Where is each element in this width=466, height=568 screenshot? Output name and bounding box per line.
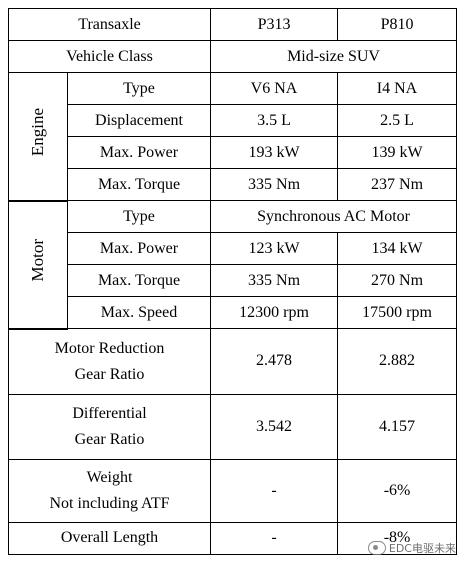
label-line: Weight [86,468,133,486]
row-label: Weight Not including ATF [7,458,212,523]
cell-p313: 3.5 L [210,104,339,137]
watermark-text: EDC电驱未来 [388,542,456,555]
header-p810: P810 [337,8,458,41]
cell-p810: 2.882 [337,328,458,395]
watermark: EDC电驱未来 [367,540,456,556]
motor-speed-row: Max. Speed 12300 rpm 17500 rpm [9,296,458,329]
engine-group-label: Engine [28,108,47,157]
cell-p810: 270 Nm [337,264,458,297]
cell-p810: 2.5 L [337,104,458,137]
cell-p810: -8% [337,521,458,555]
weight-row: Weight Not including ATF - -6% [7,458,458,523]
cell-p810: 237 Nm [337,168,458,201]
row-label: Motor Reduction Gear Ratio [7,328,212,395]
row-label: Max. Power [66,136,212,169]
overall-length-row: Overall Length - -8% [7,521,458,555]
cell-p313: 2.478 [210,328,339,395]
cell-p810: 134 kW [337,232,458,265]
cell-p810: -6% [337,458,458,523]
motor-type-value: Synchronous AC Motor [210,200,458,233]
cell-p313: 123 kW [210,232,339,265]
label-line: Motor Reduction [54,339,165,357]
label-line: Not including ATF [49,494,170,512]
cell-p313: 3.542 [210,393,339,460]
row-label: Max. Speed [66,296,212,329]
label-line: Gear Ratio [74,365,145,383]
row-label: Max. Torque [66,264,212,297]
cell-p810: 17500 rpm [337,296,458,329]
header-row: Transaxle P313 P810 [7,8,458,41]
cell-p313: 335 Nm [210,168,339,201]
row-label: Displacement [66,104,212,137]
header-transaxle: Transaxle [7,8,212,41]
motor-group-label: Motor [28,239,47,282]
vehicle-class-value: Mid-size SUV [210,40,458,73]
vehicle-class-label: Vehicle Class [7,40,212,73]
vehicle-class-row: Vehicle Class Mid-size SUV [7,40,458,73]
engine-type-row: Engine Type V6 NA I4 NA [8,72,458,202]
row-label: Differential Gear Ratio [7,393,212,460]
row-label: Max. Torque [66,168,212,201]
row-label: Type [66,72,212,105]
motor-torque-row: Max. Torque 335 Nm 270 Nm [9,264,458,297]
wechat-logo-icon [367,541,386,555]
label-line: Differential [72,404,147,422]
cell-p313: - [210,458,339,523]
cell-p313: V6 NA [210,72,339,105]
engine-group-cell: Engine [8,72,68,202]
motor-group-cell: Motor [8,200,68,330]
cell-p313: - [210,521,339,555]
header-p313: P313 [210,8,339,41]
cell-p810: 4.157 [337,393,458,460]
cell-p313: 193 kW [210,136,339,169]
engine-displacement-row: Displacement 3.5 L 2.5 L [9,104,458,137]
row-label: Overall Length [7,521,212,555]
row-label: Type [66,200,212,233]
motor-reduction-row: Motor Reduction Gear Ratio 2.478 2.882 [7,328,458,395]
cell-p313: 335 Nm [210,264,339,297]
row-label: Max. Power [66,232,212,265]
engine-power-row: Max. Power 193 kW 139 kW [9,136,458,169]
label-line: Gear Ratio [74,430,145,448]
cell-p810: I4 NA [337,72,458,105]
motor-type-row: Motor Type Synchronous AC Motor [8,200,458,330]
cell-p313: 12300 rpm [210,296,339,329]
spec-comparison-table: Transaxle P313 P810 Vehicle Class Mid-si… [7,8,458,555]
engine-torque-row: Max. Torque 335 Nm 237 Nm [9,168,458,201]
differential-row: Differential Gear Ratio 3.542 4.157 [7,393,458,460]
cell-p810: 139 kW [337,136,458,169]
motor-power-row: Max. Power 123 kW 134 kW [9,232,458,265]
